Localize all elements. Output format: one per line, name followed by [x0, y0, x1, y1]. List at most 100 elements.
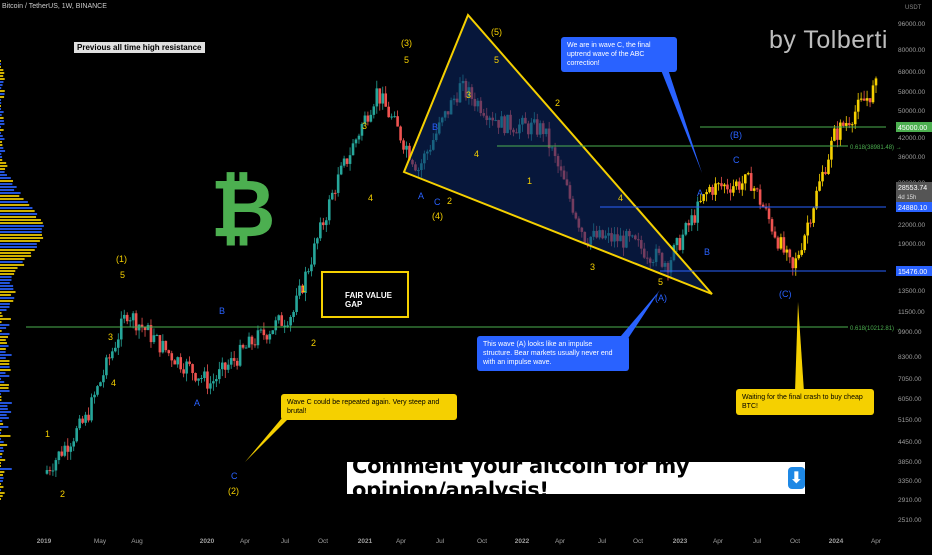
candle-body — [143, 327, 147, 331]
candle-body — [313, 243, 316, 265]
time-tick-label: Apr — [871, 538, 882, 545]
volume-profile-bar — [0, 297, 15, 299]
volume-profile-bar — [0, 201, 28, 203]
candle-body — [818, 181, 821, 191]
candle-body — [301, 285, 304, 293]
candle-body — [63, 445, 67, 456]
candle-body — [176, 357, 180, 365]
volume-profile-bar — [0, 399, 2, 401]
candle-body — [161, 340, 165, 353]
volume-profile-bar — [0, 336, 9, 338]
candle-body — [776, 237, 780, 249]
pointer-repeat — [245, 408, 299, 462]
wave-label-W2: (2) — [228, 486, 239, 496]
candle-body — [755, 188, 759, 190]
volume-profile-bar — [0, 429, 2, 431]
candle-body — [767, 208, 771, 220]
volume-profile-bar — [0, 321, 2, 323]
candle-body — [735, 181, 738, 187]
pointer-waiting — [795, 302, 804, 392]
volume-profile-bar — [0, 150, 6, 152]
volume-profile-bar — [0, 453, 3, 455]
candle-body — [836, 128, 839, 140]
volume-profile-bar — [0, 486, 4, 488]
wave-label-3d: 3 — [590, 262, 595, 272]
candle-body — [209, 383, 212, 389]
volume-profile-bar — [0, 294, 11, 296]
time-tick-label: Apr — [555, 538, 566, 545]
volume-profile-bar — [0, 468, 12, 470]
candle-body — [173, 360, 177, 365]
volume-profile-bar — [0, 84, 3, 86]
volume-profile-bar — [0, 369, 11, 371]
volume-profile-bar — [0, 117, 4, 119]
price-tick-label: 96000.00 — [898, 21, 925, 28]
volume-profile-bar — [0, 495, 3, 497]
time-tick-label: May — [94, 538, 107, 545]
badge-15476-text: 15476.00 — [898, 269, 927, 276]
candle-body — [137, 324, 141, 331]
volume-profile-bar — [0, 180, 14, 182]
price-tick-label: 11500.00 — [898, 309, 925, 316]
volume-profile-bar — [0, 306, 10, 308]
wave-label-5a: 5 — [120, 270, 125, 280]
volume-profile-bar — [0, 186, 17, 188]
volume-profile-bar — [0, 141, 3, 143]
pointer-wave-a — [615, 290, 660, 343]
wave-label-Bb: B — [432, 122, 438, 132]
candle-body — [146, 325, 150, 331]
time-tick-label: Apr — [396, 538, 407, 545]
candle-body — [824, 171, 827, 174]
price-tick-label: 3350.00 — [898, 478, 922, 485]
candle-body — [842, 122, 845, 126]
volume-profile-bar — [0, 120, 4, 122]
candle-body — [408, 145, 411, 160]
volume-profile-bar — [0, 147, 4, 149]
candle-body — [681, 234, 685, 250]
time-tick-label: Apr — [240, 538, 251, 545]
candle-body — [752, 188, 756, 191]
candle-body — [122, 314, 126, 319]
candle-body — [179, 357, 182, 370]
volume-profile-bar — [0, 309, 7, 311]
candle-body — [690, 215, 694, 226]
volume-profile-bar — [0, 456, 2, 458]
wave-label-WB: (B) — [730, 130, 742, 140]
wave-label-5d: 5 — [658, 277, 663, 287]
fib-38981-label: 0.618(38981.48) → — [850, 145, 902, 151]
volume-profile-bar — [0, 222, 43, 224]
price-tick-label: 22000.00 — [898, 222, 925, 229]
volume-profile-bar — [0, 96, 5, 98]
price-tick-label: 4450.00 — [898, 439, 922, 446]
candle-body — [203, 371, 206, 378]
price-tick-label: 8300.00 — [898, 354, 922, 361]
volume-profile-bar — [0, 402, 12, 404]
volume-profile-bar — [0, 372, 6, 374]
wave-label-3a: 3 — [108, 332, 113, 342]
candle-body — [48, 470, 52, 472]
candle-body — [191, 364, 194, 374]
volume-profile-bar — [0, 324, 10, 326]
candle-body — [66, 445, 70, 452]
candle-body — [324, 220, 328, 226]
candle-body — [69, 446, 73, 452]
fair-value-gap-box: FAIR VALUE GAP — [321, 271, 409, 318]
candle-body — [256, 330, 260, 346]
time-tick-label: 2020 — [200, 538, 215, 545]
candle-body — [125, 314, 129, 322]
candle-body — [164, 340, 168, 351]
time-tick-label: 2024 — [829, 538, 844, 545]
candle-body — [277, 315, 281, 321]
wave-label-5b: 5 — [404, 55, 409, 65]
time-tick-label: 2023 — [673, 538, 688, 545]
volume-profile-bar — [0, 354, 12, 356]
volume-profile-bar — [0, 72, 5, 74]
volume-profile-bar — [0, 381, 5, 383]
candle-body — [348, 155, 352, 164]
volume-profile-bar — [0, 498, 1, 500]
candle-body — [90, 397, 93, 421]
volume-profile-bar — [0, 195, 20, 197]
candle-body — [853, 111, 857, 125]
